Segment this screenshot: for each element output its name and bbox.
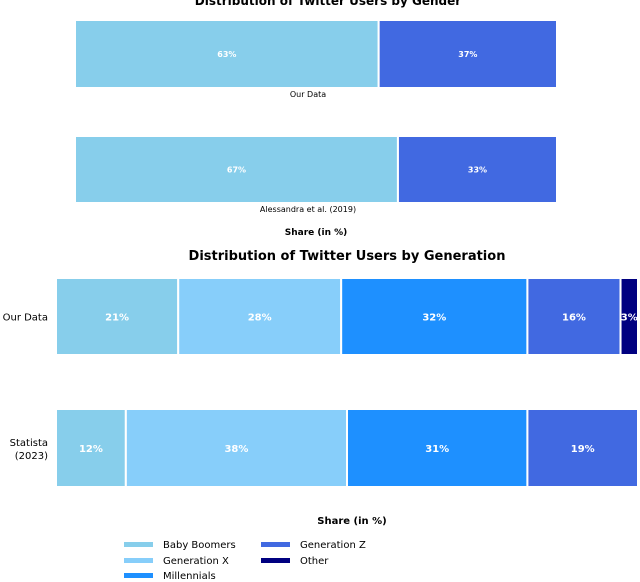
- generation-bar-0-3: [526, 277, 622, 356]
- generation-category-label: Our Data: [3, 313, 48, 324]
- generation-bar-0-4: [619, 277, 639, 356]
- gender-category-label: Alessandra et al. (2019): [260, 205, 356, 214]
- generation-chart-title: Distribution of Twitter Users by Generat…: [189, 249, 506, 264]
- generation-bar-0-2: [340, 277, 529, 356]
- legend-swatch: [124, 573, 153, 578]
- generation-bar-label: 12%: [79, 444, 103, 455]
- generation-bar-1-0: [55, 408, 127, 488]
- generation-bar-label: 21%: [105, 313, 129, 324]
- legend-swatch: [261, 542, 290, 547]
- legend-swatch: [124, 542, 153, 547]
- gender-bar-1-0: [74, 135, 399, 204]
- generation-bar-1-2: [346, 408, 529, 488]
- generation-bar-0-1: [177, 277, 343, 356]
- legend-swatch: [124, 558, 153, 563]
- generation-bar-label: 28%: [248, 313, 272, 324]
- generation-xlabel: Share (in %): [317, 516, 386, 527]
- generation-bar-1-1: [124, 408, 348, 488]
- gender-bar-1-1: [396, 135, 558, 204]
- generation-bars: 21% 28% 32% 16% 3% Our Data 12% 38% 31% 19% Statis…: [3, 277, 639, 488]
- legend-label: Generation Z: [300, 540, 366, 551]
- gender-bar-label: 67%: [227, 166, 246, 175]
- generation-bar-1-3: [526, 408, 639, 488]
- generation-bar-label: 32%: [422, 313, 446, 324]
- generation-bar-0-0: [55, 277, 180, 356]
- generation-category-label: Statista (2023): [10, 438, 48, 462]
- legend-label: Millennials: [163, 571, 216, 582]
- generation-bar-label: 3%: [621, 313, 638, 324]
- legend-label: Generation X: [163, 556, 229, 567]
- generation-bar-label: 31%: [425, 444, 449, 455]
- generation-bar-label: 38%: [224, 444, 248, 455]
- generation-bar-label: 16%: [562, 313, 586, 324]
- gender-bar-0-1: [377, 19, 558, 89]
- gender-bar-label: 63%: [217, 50, 236, 59]
- generation-bar-label: 19%: [571, 444, 595, 455]
- gender-bars: 63% 37% Our Data 67% 33% Alessandra et al. (2…: [74, 19, 558, 214]
- gender-xlabel: Share (in %): [285, 228, 348, 238]
- gender-category-label: Our Data: [290, 90, 326, 99]
- gender-bar-0-0: [74, 19, 380, 89]
- legend-label: Baby Boomers: [163, 540, 236, 551]
- gender-bar-label: 37%: [458, 50, 477, 59]
- gender-chart-title: Distribution of Twitter Users by Gender: [195, 0, 461, 8]
- legend-swatch: [261, 558, 290, 563]
- legend: Baby Boomers Generation X Millennials Gener…: [124, 540, 366, 582]
- gender-bar-label: 33%: [468, 166, 487, 175]
- legend-label: Other: [300, 556, 329, 567]
